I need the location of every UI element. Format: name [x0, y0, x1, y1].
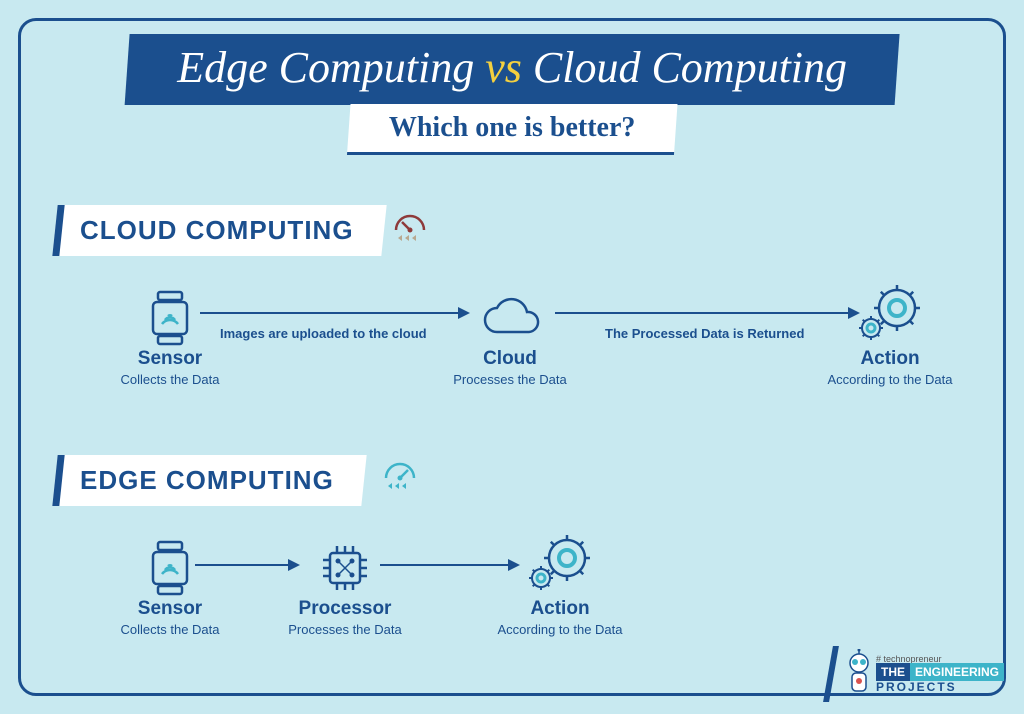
- cloud-node-cloud: Cloud Processes the Data: [440, 290, 580, 387]
- cloud-node-sensor: Sensor Collects the Data: [100, 290, 240, 387]
- brand-logo: # technopreneur THEENGINEERING PROJECTS: [828, 646, 1004, 702]
- edge-action-sub: According to the Data: [490, 622, 630, 637]
- cloud-arrow-1-label: Images are uploaded to the cloud: [220, 326, 427, 341]
- title-vs: vs: [485, 43, 522, 92]
- wearable-icon: [142, 290, 198, 346]
- speed-gauge-slow-icon: [390, 210, 430, 251]
- cloud-arrow-2: [555, 306, 860, 320]
- section-heading-cloud: CLOUD COMPUTING: [52, 205, 386, 256]
- subtitle-banner: Which one is better?: [347, 104, 677, 155]
- logo-word-the: THE: [876, 663, 910, 681]
- logo-word-projects: PROJECTS: [876, 680, 1004, 694]
- edge-sensor-label: Sensor: [100, 598, 240, 620]
- cloud-cloud-sub: Processes the Data: [440, 372, 580, 387]
- edge-processor-label: Processor: [275, 598, 415, 620]
- cloud-action-label: Action: [820, 348, 960, 370]
- logo-word-engineering: ENGINEERING: [910, 663, 1004, 681]
- cloud-sensor-label: Sensor: [100, 348, 240, 370]
- edge-arrow-2: [380, 558, 520, 572]
- edge-node-action: Action According to the Data: [490, 532, 630, 637]
- gears-icon: [855, 282, 925, 346]
- edge-action-label: Action: [490, 598, 630, 620]
- cloud-icon: [475, 290, 545, 346]
- cloud-arrow-2-label: The Processed Data is Returned: [605, 326, 804, 341]
- edge-node-processor: Processor Processes the Data: [275, 540, 415, 637]
- title-part2: Cloud Computing: [522, 43, 847, 92]
- cloud-arrow-1: [200, 306, 470, 320]
- cloud-cloud-label: Cloud: [440, 348, 580, 370]
- main-title-banner: Edge Computing vs Cloud Computing: [125, 34, 900, 105]
- edge-sensor-sub: Collects the Data: [100, 622, 240, 637]
- robot-mascot-icon: [842, 649, 876, 699]
- cloud-node-action: Action According to the Data: [820, 282, 960, 387]
- edge-arrow-1: [195, 558, 300, 572]
- subtitle-text: Which one is better?: [389, 112, 636, 144]
- section-heading-edge: EDGE COMPUTING: [52, 455, 366, 506]
- edge-node-sensor: Sensor Collects the Data: [100, 540, 240, 637]
- speed-gauge-fast-icon: [380, 458, 420, 499]
- cloud-action-sub: According to the Data: [820, 372, 960, 387]
- title-part1: Edge Computing: [177, 43, 485, 92]
- gears-icon: [525, 532, 595, 596]
- edge-processor-sub: Processes the Data: [275, 622, 415, 637]
- section-heading-cloud-text: CLOUD COMPUTING: [80, 215, 354, 246]
- chip-icon: [317, 540, 373, 596]
- wearable-icon: [142, 540, 198, 596]
- cloud-sensor-sub: Collects the Data: [100, 372, 240, 387]
- section-heading-edge-text: EDGE COMPUTING: [80, 465, 334, 496]
